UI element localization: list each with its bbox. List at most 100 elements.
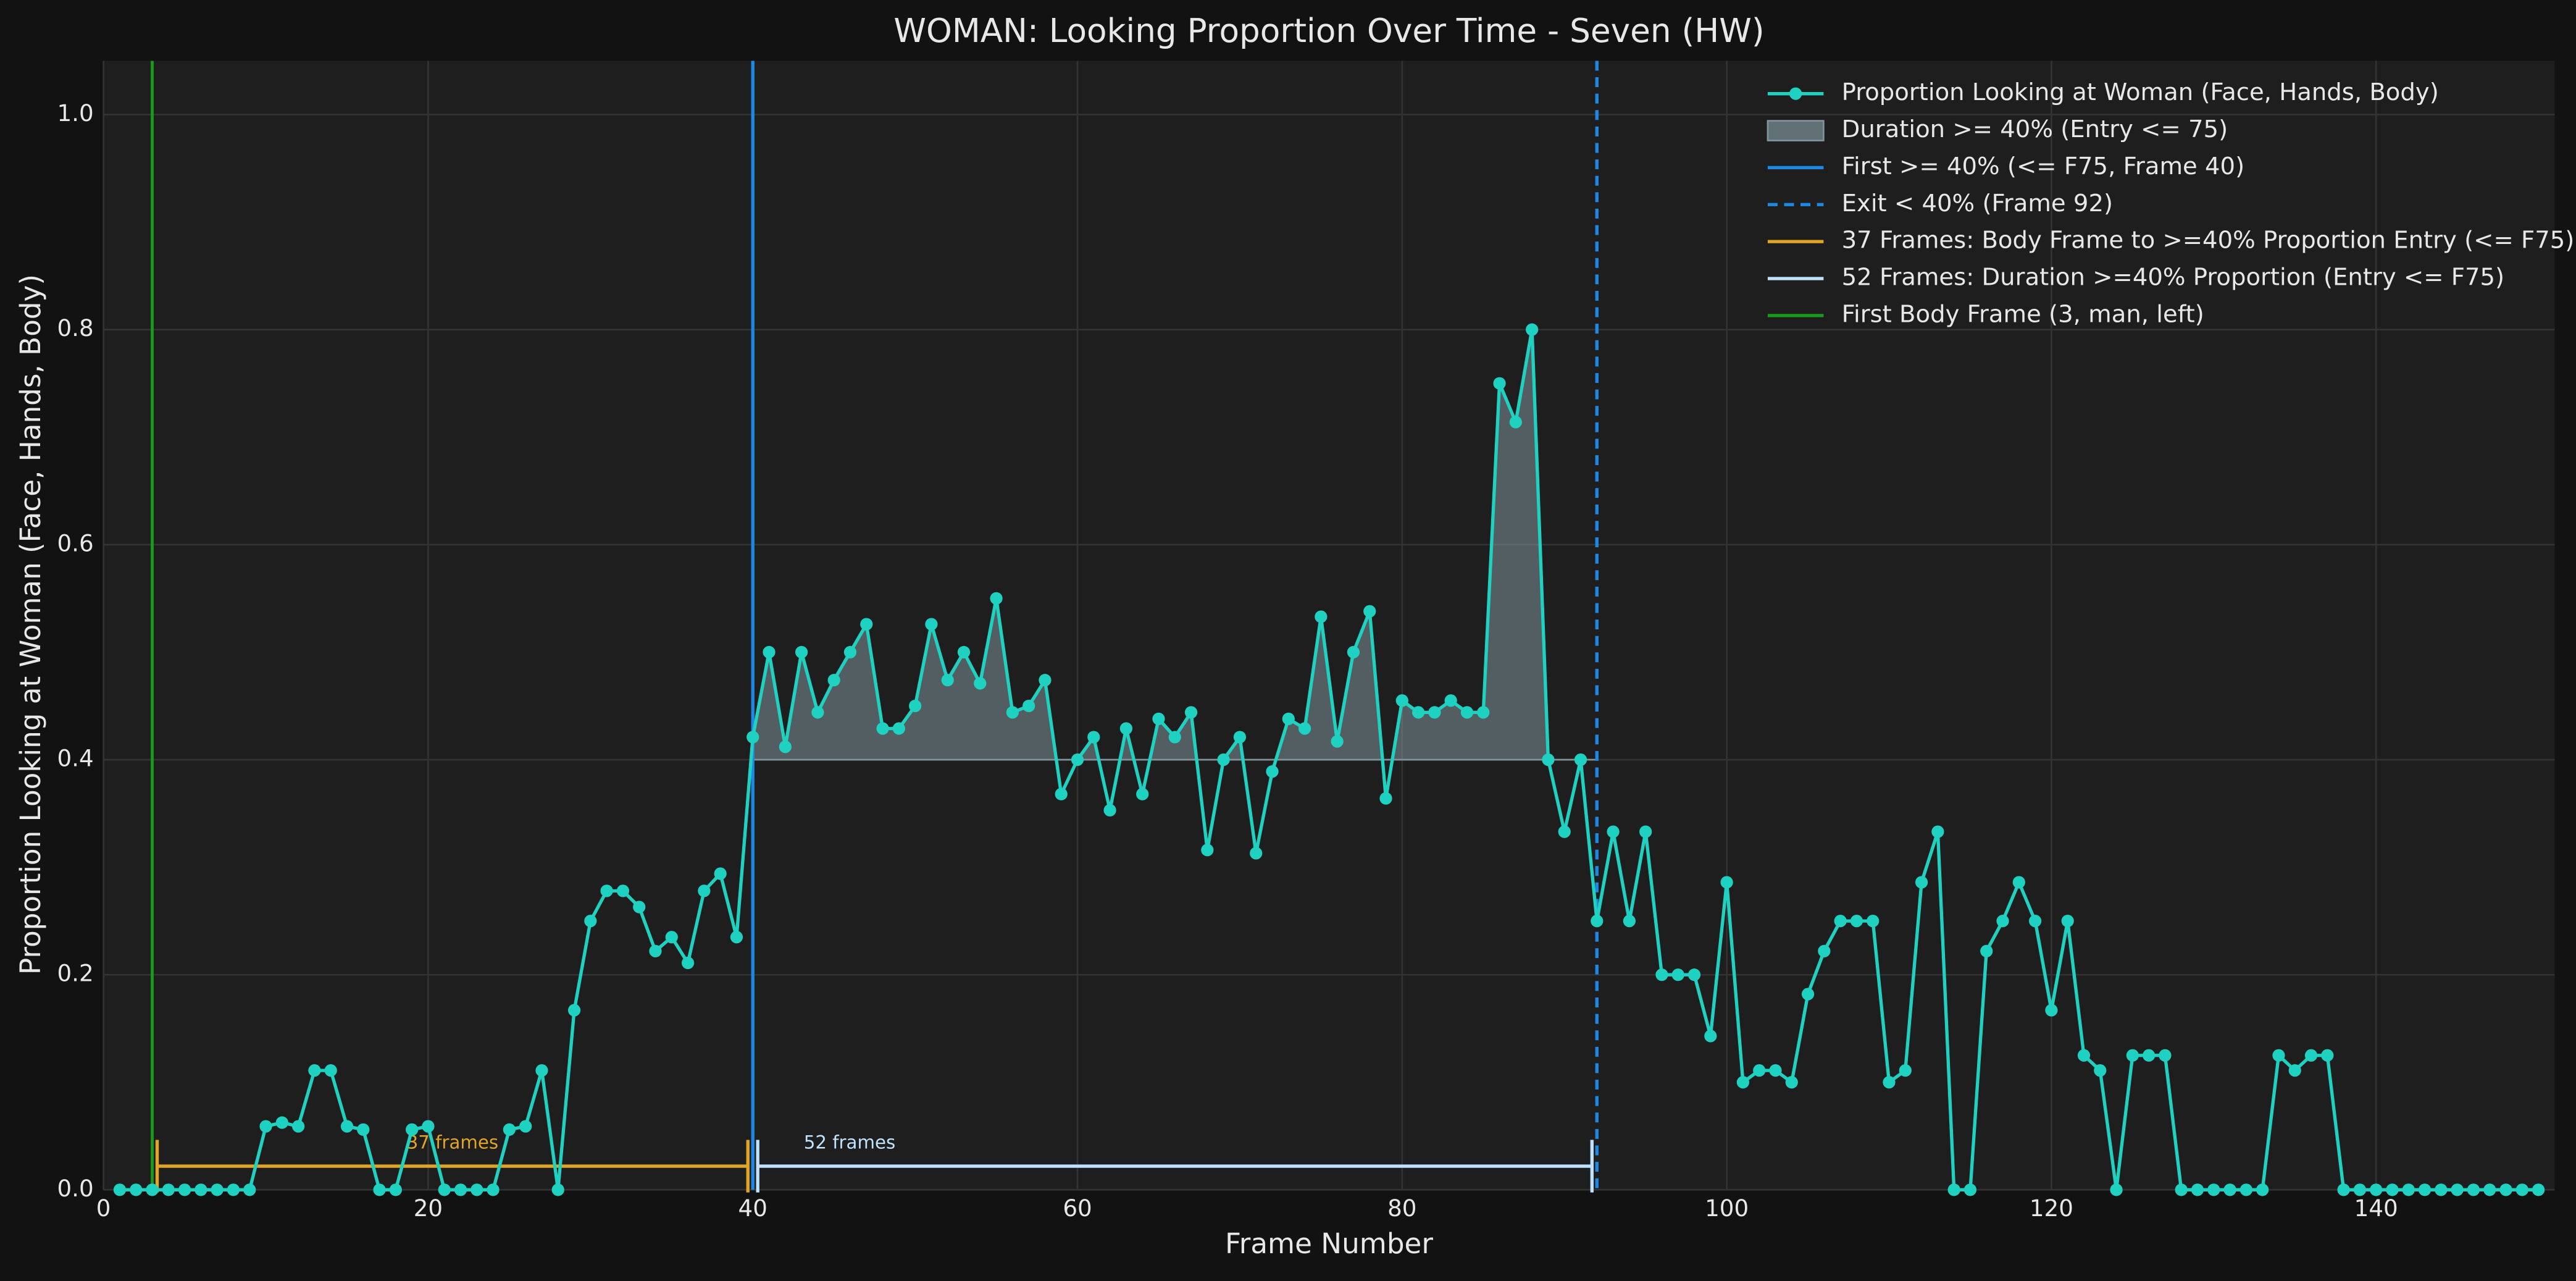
data-point [779,740,792,754]
data-point [1509,416,1522,429]
legend-label: Proportion Looking at Woman (Face, Hands… [1842,78,2439,106]
data-point [876,722,889,735]
y-axis-label: Proportion Looking at Woman (Face, Hands… [14,274,47,975]
data-point [2483,1183,2496,1196]
data-point [1379,792,1392,805]
data-point [519,1120,532,1133]
data-point [454,1183,467,1196]
data-point [2223,1183,2236,1196]
data-point [2321,1049,2334,1062]
data-point [2304,1049,2318,1062]
x-tick-label: 40 [738,1195,767,1222]
data-point [1460,706,1474,719]
data-point [1736,1076,1750,1089]
data-point [1152,712,1165,725]
data-point [1867,915,1880,928]
y-tick-label: 0.6 [57,529,93,556]
data-point [1119,722,1133,735]
data-point [795,645,808,659]
data-point [1298,722,1311,735]
data-point [2353,1183,2367,1196]
data-point [1769,1064,1782,1077]
data-point [714,867,727,880]
data-point [2143,1049,2156,1062]
data-point [633,901,646,914]
data-point [1039,674,1052,687]
data-point [2077,1049,2091,1062]
data-point [1331,735,1344,748]
legend-label: 52 Frames: Duration >=40% Proportion (En… [1842,263,2504,291]
data-point [1591,915,1604,928]
data-point [860,618,873,631]
data-point [1493,377,1506,390]
data-point [146,1183,159,1196]
data-point [2045,1004,2058,1017]
data-point [1022,699,1035,713]
data-point [406,1123,419,1136]
data-point [308,1064,321,1077]
data-point [1347,645,1360,659]
data-point [2256,1183,2269,1196]
data-point [2402,1183,2415,1196]
data-point [1883,1076,1896,1089]
data-point [1720,876,1733,889]
data-point [1006,706,1019,719]
x-axis-label: Frame Number [1225,1227,1433,1260]
data-point [1055,788,1068,800]
x-tick-label: 20 [414,1195,443,1222]
data-point [535,1064,548,1077]
data-point [211,1183,224,1196]
data-point [584,915,597,928]
data-point [487,1183,500,1196]
data-point [2532,1183,2545,1196]
data-point [259,1120,272,1133]
x-tick-label: 80 [1387,1195,1416,1222]
data-point [2159,1049,2172,1062]
legend-label: 37 Frames: Body Frame to >=40% Proportio… [1842,227,2575,254]
chart-title: WOMAN: Looking Proportion Over Time - Se… [893,12,1764,50]
legend-label: First >= 40% (<= F75, Frame 40) [1842,153,2244,180]
data-point [2499,1183,2512,1196]
data-point [1947,1183,1960,1196]
data-point [1639,825,1652,838]
data-point [1704,1030,1717,1043]
data-point [470,1183,483,1196]
data-point [2110,1183,2123,1196]
data-point [373,1183,386,1196]
data-point [1623,915,1636,928]
data-point [243,1183,256,1196]
data-point [1542,753,1555,766]
data-point [1671,968,1684,981]
data-point [698,884,711,897]
data-point [1574,753,1587,766]
data-point [1477,706,1490,719]
data-point [1136,788,1149,800]
data-point [2451,1183,2464,1196]
data-point [1315,610,1328,623]
data-point [2288,1064,2301,1077]
y-tick-label: 0.0 [57,1175,93,1202]
data-point [2467,1183,2480,1196]
data-point [227,1183,240,1196]
data-point [2435,1183,2448,1196]
data-point [763,645,776,659]
data-point [2337,1183,2350,1196]
data-point [113,1183,127,1196]
data-point [2370,1183,2383,1196]
data-point [2207,1183,2220,1196]
x-tick-label: 0 [96,1195,111,1222]
data-point [1395,694,1408,707]
data-point [1201,844,1214,857]
data-point [941,674,954,687]
data-point [275,1116,288,1129]
data-point [892,722,905,735]
data-point [990,592,1003,605]
data-point [1850,915,1863,928]
data-point [1607,825,1620,838]
data-point [2239,1183,2252,1196]
data-point [1363,605,1376,618]
data-point [909,699,922,713]
data-point [1184,706,1198,719]
data-point [1899,1064,1912,1077]
